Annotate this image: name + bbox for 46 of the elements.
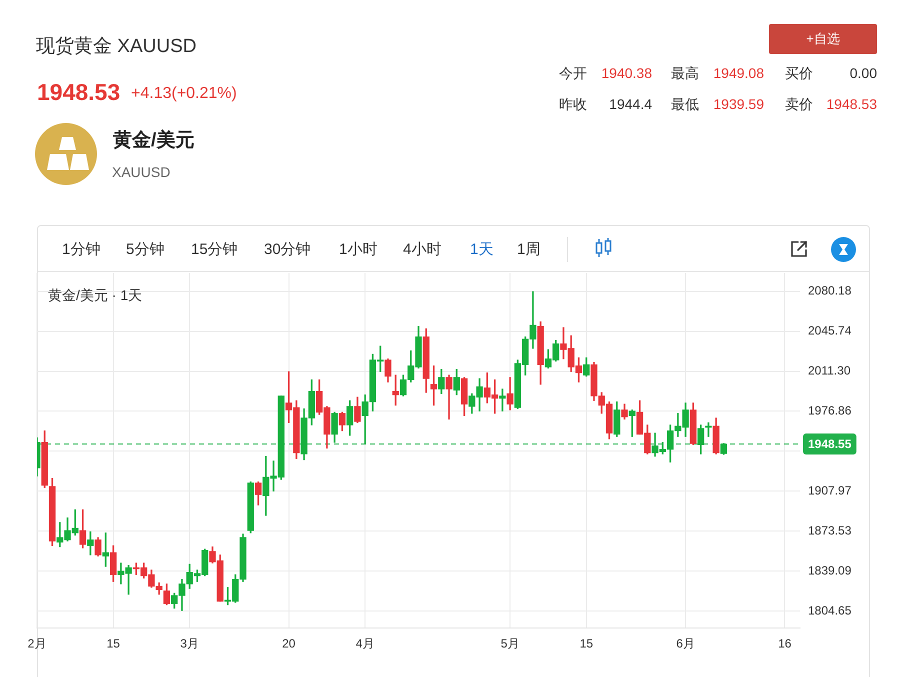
text: 1天 bbox=[470, 240, 494, 258]
text: 卖价 bbox=[785, 96, 813, 112]
text: 4小时 bbox=[403, 240, 442, 258]
text: 最低 bbox=[671, 96, 699, 112]
text: +4.13(+0.21%) bbox=[131, 85, 237, 103]
text: 买价 bbox=[785, 65, 813, 81]
text: 5分钟 bbox=[126, 240, 164, 258]
candlestick bbox=[499, 388, 506, 412]
text: 1分钟 bbox=[62, 240, 100, 258]
y-tick-label: 1873.53 bbox=[808, 523, 852, 538]
x-tick-label: 5月 bbox=[500, 636, 520, 651]
y-tick-label: 1839.09 bbox=[808, 563, 852, 578]
button: +自选 bbox=[769, 24, 877, 54]
x-tick-label: 2月 bbox=[28, 636, 46, 651]
y-tick-label: 1976.86 bbox=[808, 404, 852, 418]
text: 最高 bbox=[671, 65, 699, 81]
text: 1944.4 bbox=[609, 96, 652, 112]
text: 昨收 bbox=[559, 96, 587, 112]
text: 30分钟 bbox=[264, 240, 311, 258]
x-tick-label: 6月 bbox=[676, 636, 695, 651]
text: 黄金/美元 bbox=[113, 130, 194, 150]
y-tick-label: 1907.97 bbox=[808, 483, 852, 498]
text: 1948.53 bbox=[37, 78, 120, 104]
chart-title: 现货黄金 XAUUSD bbox=[36, 36, 196, 56]
x-tick-label: 20 bbox=[282, 636, 296, 651]
text: 1949.08 bbox=[713, 65, 764, 81]
text: XAUUSD bbox=[112, 164, 170, 180]
y-tick-label: 2045.74 bbox=[808, 324, 852, 338]
x-tick-label: 3月 bbox=[180, 636, 199, 651]
text: 1940.38 bbox=[601, 65, 652, 81]
x-tick-label: 15 bbox=[106, 636, 120, 651]
text: 1948.53 bbox=[826, 96, 877, 112]
x-tick-label: 4月 bbox=[356, 636, 374, 651]
text: 15分钟 bbox=[191, 240, 238, 258]
y-tick-label: 2011.30 bbox=[808, 364, 851, 378]
ref-line-label: 1948.55 bbox=[808, 436, 852, 451]
text: 0.00 bbox=[850, 65, 877, 81]
text: 今开 bbox=[559, 65, 587, 81]
x-tick-label: 15 bbox=[580, 636, 594, 651]
text: 1小时 bbox=[339, 240, 378, 258]
text: 1周 bbox=[517, 240, 540, 258]
text: 黄金/美元 · 1天 bbox=[48, 287, 142, 303]
x-tick-label: 16 bbox=[778, 636, 792, 651]
y-tick-label: 1804.65 bbox=[808, 603, 852, 618]
y-tick-label: 2080.18 bbox=[808, 284, 852, 298]
text: 1939.59 bbox=[713, 96, 764, 112]
